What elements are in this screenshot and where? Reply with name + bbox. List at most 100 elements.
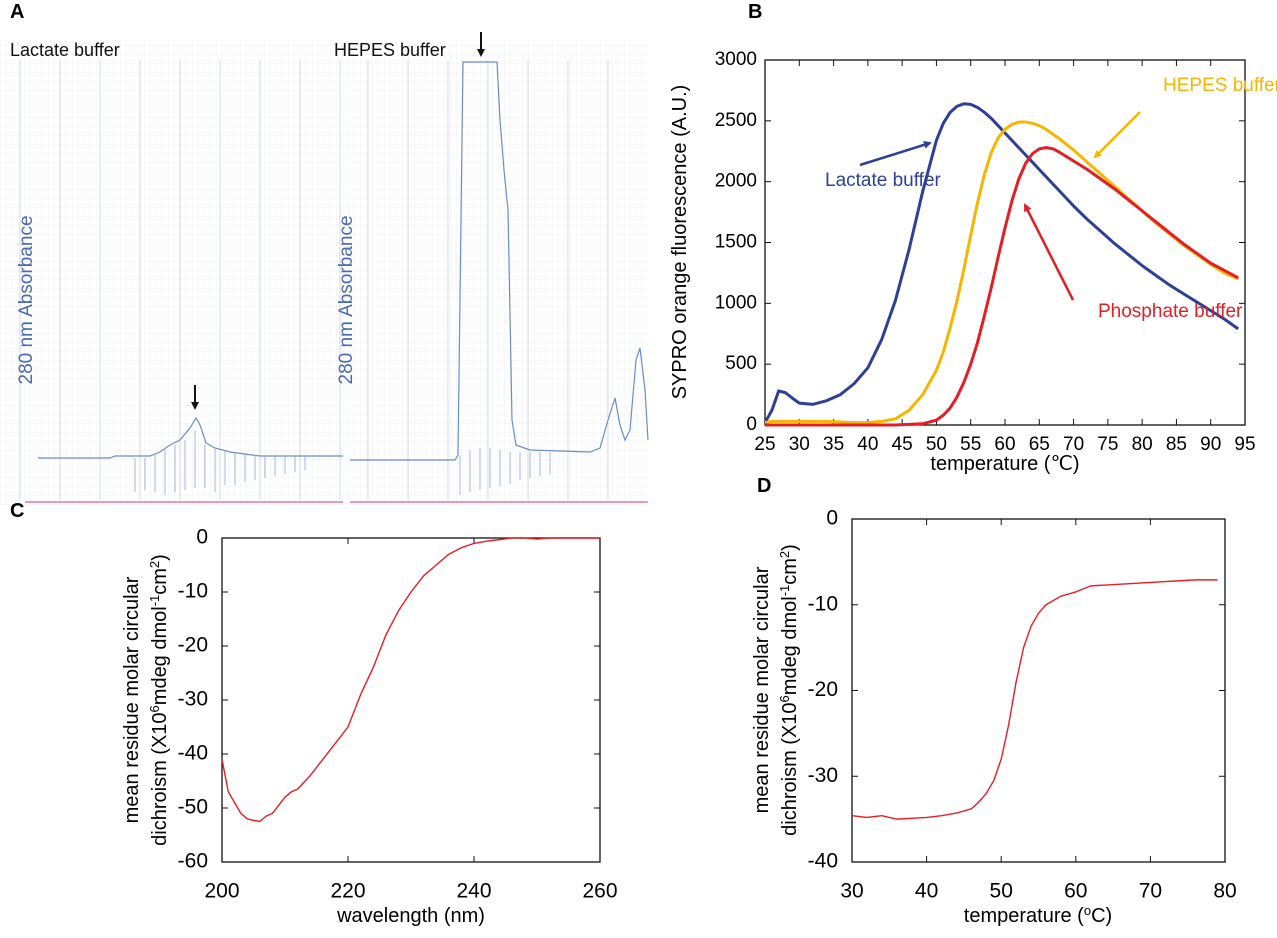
label-part: dichroism (X10 [149, 712, 171, 845]
label-part: C) [1091, 905, 1112, 927]
trace [350, 61, 649, 461]
y-axis-label: mean residue molar circular [121, 576, 143, 823]
y-tick-label: -20 [178, 634, 208, 657]
x-tick-label: 200 [204, 880, 239, 903]
panel-a: A Lactate buffer HEPES buffer 280 nm Abs… [0, 1, 649, 505]
fraction-marks [459, 448, 551, 495]
y-axis-label: 280 nm Absorbance [336, 215, 357, 384]
panel-label: D [757, 475, 771, 497]
x-tick-label: 40 [857, 434, 878, 455]
superscript: -1 [777, 585, 792, 597]
x-tick-label: 240 [456, 880, 491, 903]
y-tick-label: 1500 [715, 232, 757, 253]
y-tick-label: 0 [746, 414, 757, 435]
data-line [765, 146, 1239, 427]
x-tick-label: 30 [789, 434, 810, 455]
label-part: mdeg dmol [779, 596, 801, 695]
x-tick-label: 90 [1200, 434, 1221, 455]
x-tick-label: 55 [960, 434, 981, 455]
x-tick-label: 25 [754, 434, 775, 455]
x-tick-label: 260 [582, 880, 617, 903]
y-tick-label: 500 [725, 353, 757, 374]
x-tick-label: 50 [926, 434, 947, 455]
label-part: ) [779, 544, 801, 551]
x-axis-label: wavelength (nm) [336, 905, 485, 927]
x-tick-label: 60 [994, 434, 1015, 455]
x-tick-label: 80 [1213, 880, 1236, 903]
y-tick-label: -10 [178, 580, 208, 603]
superscript: -1 [147, 595, 162, 607]
x-tick-label: 80 [1132, 434, 1153, 455]
y-tick-label: -30 [178, 688, 208, 711]
fraction-marks [134, 430, 306, 495]
x-axis-label: temperature (oC) [964, 903, 1112, 928]
label-part: ) [149, 554, 171, 561]
chart-title: Lactate buffer [10, 40, 120, 60]
y-tick-label: -20 [808, 678, 838, 701]
y-tick-label: -40 [808, 850, 838, 873]
series-label: Lactate buffer [825, 170, 942, 191]
data-line [851, 579, 1218, 820]
panel-label: C [10, 500, 24, 522]
x-tick-label: 85 [1166, 434, 1187, 455]
label-arrow [1093, 111, 1141, 159]
label-part: dichroism (X10 [779, 702, 801, 835]
y-axis-label: SYPRO orange fluorescence (A.U.) [669, 85, 691, 400]
chart-title: HEPES buffer [334, 40, 446, 60]
x-tick-label: 70 [1063, 434, 1084, 455]
plot-frame [764, 59, 1246, 426]
label-part: cm [149, 568, 171, 595]
chart-paper [0, 40, 345, 505]
plot-frame [851, 518, 1226, 863]
x-tick-label: 75 [1097, 434, 1118, 455]
series-label: HEPES buffer [1163, 75, 1277, 96]
y-tick-label: 0 [196, 526, 208, 549]
label-arrow [1023, 203, 1075, 301]
data-line [763, 102, 1240, 424]
y-axis-label: mean residue molar circular [751, 566, 773, 813]
x-tick-label: 45 [892, 434, 913, 455]
x-tick-label: 95 [1234, 434, 1255, 455]
y-tick-label: -60 [178, 850, 208, 873]
y-axis-label: 280 nm Absorbance [16, 215, 37, 384]
superscript: 6 [777, 695, 792, 702]
label-arrow [859, 140, 932, 167]
y-tick-label: 2500 [715, 110, 757, 131]
series-label: Phosphate buffer [1098, 301, 1243, 322]
y-tick-label: -10 [808, 592, 838, 615]
y-tick-label: 1000 [715, 292, 757, 313]
y-tick-label: -30 [808, 764, 838, 787]
x-axis-label: temperature (℃) [930, 453, 1079, 475]
superscript: 6 [147, 705, 162, 712]
data-line [221, 537, 600, 823]
superscript: 2 [147, 561, 162, 568]
x-tick-label: 30 [840, 880, 863, 903]
plot-frame [221, 537, 601, 863]
y-tick-label: 0 [826, 507, 838, 530]
y-axis-label: dichroism (X106mdeg dmol-1cm2) [147, 554, 172, 846]
label-part: cm [779, 558, 801, 585]
superscript: o [1084, 903, 1091, 918]
y-tick-label: 2000 [715, 171, 757, 192]
chart-paper [348, 40, 648, 505]
x-tick-label: 40 [915, 880, 938, 903]
x-tick-label: 35 [823, 434, 844, 455]
x-tick-label: 50 [990, 880, 1013, 903]
label-part: mdeg dmol [149, 606, 171, 705]
x-tick-label: 220 [330, 880, 365, 903]
y-axis-label: dichroism (X106mdeg dmol-1cm2) [777, 544, 802, 836]
x-tick-label: 65 [1029, 434, 1050, 455]
x-tick-label: 70 [1139, 880, 1162, 903]
y-tick-label: -50 [178, 796, 208, 819]
panel-label: A [10, 1, 24, 23]
panel-label: B [748, 1, 762, 23]
y-tick-label: -40 [178, 742, 208, 765]
superscript: 2 [777, 551, 792, 558]
data-line [764, 120, 1239, 425]
y-tick-label: 3000 [715, 49, 757, 70]
paper-grid [19, 60, 609, 500]
x-tick-label: 60 [1064, 880, 1087, 903]
label-part: temperature ( [964, 905, 1084, 927]
